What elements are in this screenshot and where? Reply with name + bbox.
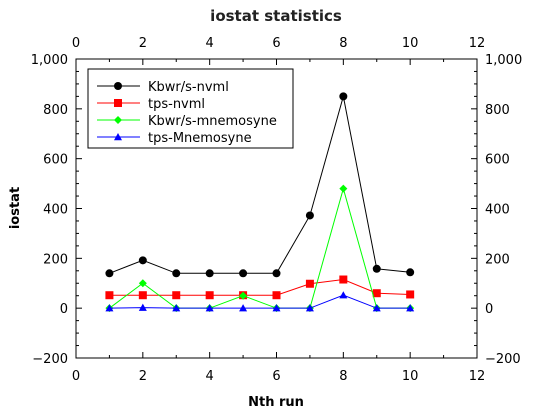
x-tick-label-top: 2 — [139, 36, 147, 51]
data-point — [172, 291, 181, 300]
legend-label: tps-Mnemosyne — [148, 131, 252, 146]
x-tick-label-bottom: 8 — [339, 369, 347, 384]
legend: Kbwr/s-nvml tps-nvml Kbwr/s-mnemosyne tps-M… — [87, 68, 294, 149]
x-tick-label-top: 10 — [402, 36, 419, 51]
data-point — [406, 290, 415, 299]
data-point — [272, 304, 281, 312]
y-tick-label-right: 200 — [485, 252, 510, 267]
series-tps-nvml — [105, 275, 415, 300]
chart-title: iostat statistics — [210, 7, 342, 25]
y-tick-label-right: 0 — [485, 302, 493, 317]
y-tick-label-right: 1,000 — [485, 53, 522, 68]
x-tick-label-top: 8 — [339, 36, 347, 51]
data-point — [406, 268, 415, 277]
data-point — [272, 291, 281, 300]
y-tick-label-left: 800 — [43, 103, 68, 118]
x-tick-label-top: 0 — [72, 36, 80, 51]
data-point — [339, 275, 348, 284]
y-tick-label-right: 800 — [485, 103, 510, 118]
data-point — [138, 256, 147, 265]
y-tick-label-left: 200 — [43, 252, 68, 267]
data-point — [138, 303, 147, 311]
series-line — [109, 96, 411, 274]
data-point — [105, 269, 114, 278]
y-tick-label-left: 1,000 — [31, 53, 68, 68]
data-point — [138, 279, 147, 288]
series-line — [109, 294, 411, 309]
series-Kbwr/s-mnemosyne — [105, 184, 415, 313]
data-point — [239, 269, 248, 278]
data-point — [105, 291, 114, 300]
y-tick-label-left: 600 — [43, 153, 68, 168]
x-tick-label-bottom: 4 — [206, 369, 214, 384]
series-tps-Mnemosyne — [105, 291, 415, 312]
data-point — [138, 291, 147, 300]
y-axis-label: iostat — [8, 187, 23, 229]
data-point — [372, 304, 381, 312]
series-layer — [105, 92, 415, 313]
legend-label: Kbwr/s-nvml — [148, 80, 229, 95]
data-point — [105, 304, 114, 312]
data-point — [339, 184, 348, 193]
data-point — [339, 92, 348, 101]
data-point — [372, 289, 381, 298]
plot-frame — [75, 58, 478, 359]
legend-marker — [114, 116, 122, 124]
y-tick-label-left: 400 — [43, 203, 68, 218]
legend-marker — [114, 133, 122, 141]
data-point — [239, 291, 248, 300]
data-point — [305, 304, 314, 312]
x-tick-label-top: 12 — [469, 36, 486, 51]
axis-ticks: 0 0 2 2 4 4 6 6 8 8 10 10 12 12 −200 −200 0 0 200 200 400 400… — [31, 36, 522, 384]
data-point — [205, 269, 214, 278]
data-point — [172, 304, 181, 312]
legend-label: Kbwr/s-mnemosyne — [148, 114, 277, 129]
data-point — [239, 304, 248, 312]
legend-label: tps-nvml — [148, 97, 205, 112]
data-point — [205, 291, 214, 300]
x-tick-label-bottom: 0 — [72, 369, 80, 384]
data-point — [339, 291, 348, 299]
data-point — [305, 211, 314, 220]
series-line — [109, 278, 411, 296]
y-tick-label-left: 0 — [60, 302, 68, 317]
x-axis-label: Nth run — [248, 395, 304, 410]
y-tick-label-left: −200 — [32, 352, 68, 367]
legend-marker — [114, 82, 122, 90]
y-tick-label-right: 600 — [485, 153, 510, 168]
x-tick-label-bottom: 6 — [272, 369, 280, 384]
series-Kbwr/s-nvml — [105, 92, 415, 278]
x-tick-label-bottom: 2 — [139, 369, 147, 384]
data-point — [205, 304, 214, 312]
x-tick-label-bottom: 10 — [402, 369, 419, 384]
y-tick-label-right: −200 — [485, 352, 521, 367]
data-point — [372, 264, 381, 273]
series-line — [109, 186, 411, 309]
legend-box — [87, 68, 294, 149]
data-point — [272, 269, 281, 278]
x-tick-label-top: 4 — [206, 36, 214, 51]
data-point — [172, 269, 181, 278]
x-tick-label-bottom: 12 — [469, 369, 486, 384]
y-tick-label-right: 400 — [485, 203, 510, 218]
data-point — [305, 279, 314, 288]
data-point — [406, 304, 415, 312]
legend-marker — [114, 99, 122, 107]
x-tick-label-top: 6 — [272, 36, 280, 51]
